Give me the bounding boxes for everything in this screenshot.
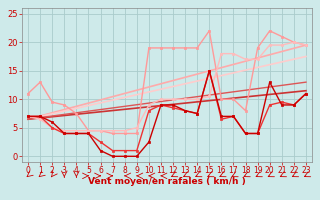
- X-axis label: Vent moyen/en rafales ( km/h ): Vent moyen/en rafales ( km/h ): [88, 177, 246, 186]
